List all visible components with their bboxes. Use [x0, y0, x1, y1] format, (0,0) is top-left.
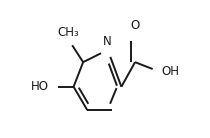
Text: HO: HO	[31, 80, 49, 93]
Text: N: N	[103, 35, 112, 48]
Text: CH₃: CH₃	[57, 26, 79, 39]
Text: OH: OH	[161, 65, 179, 78]
Text: O: O	[130, 19, 140, 32]
